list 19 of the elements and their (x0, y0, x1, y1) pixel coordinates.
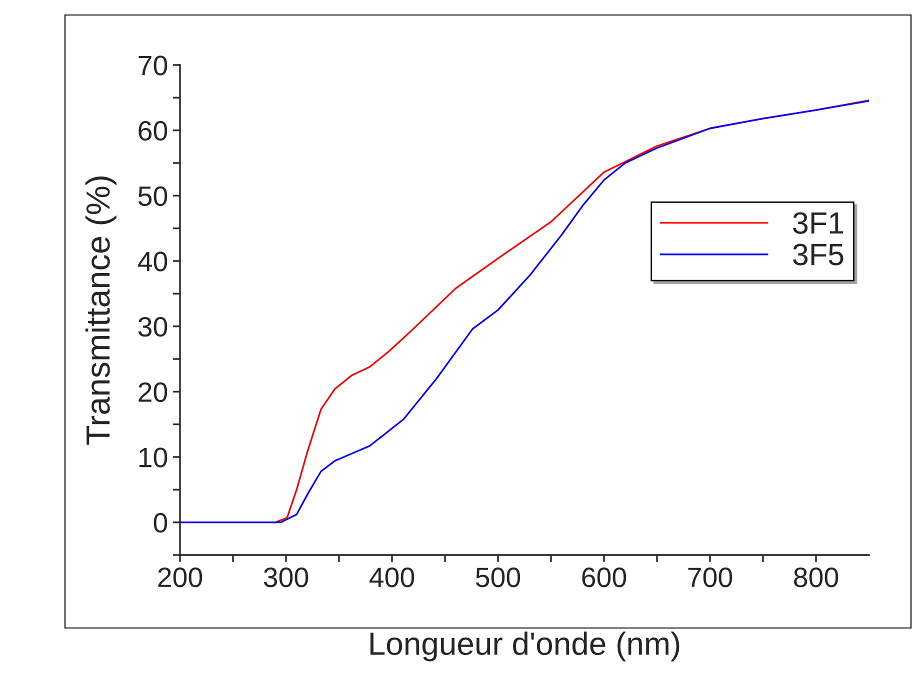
y-tick-label: 30 (138, 317, 168, 337)
y-tick-label: 20 (138, 382, 168, 402)
y-tick-label: 10 (139, 448, 168, 468)
x-axis-title: Longueur d'onde (nm) (370, 632, 680, 662)
x-tick-label: 400 (369, 568, 414, 588)
y-tick-label: 50 (138, 186, 168, 206)
legend-label: 3F5 (793, 244, 844, 266)
y-tick-label: 70 (138, 56, 168, 76)
x-tick-label: 300 (264, 568, 308, 588)
x-tick-label: 700 (688, 568, 732, 588)
y-tick-label: 0 (154, 513, 168, 533)
y-axis-title: Transmittance (%) (85, 176, 116, 445)
x-tick-label: 200 (158, 568, 202, 588)
x-tick-label: 500 (476, 568, 520, 588)
y-tick-label: 60 (138, 121, 168, 141)
y-tick-label: 40 (138, 252, 168, 272)
legend-label: 3F1 (793, 212, 844, 234)
x-tick-label: 600 (582, 568, 626, 588)
x-tick-label: 800 (794, 568, 838, 588)
